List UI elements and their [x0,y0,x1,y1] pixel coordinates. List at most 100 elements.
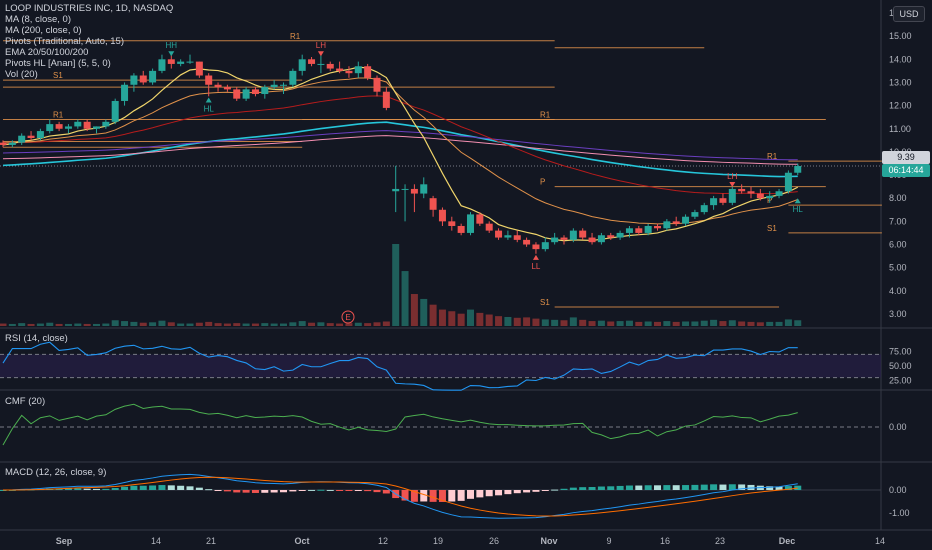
price-tick-label: 5.00 [889,263,907,273]
macd-line [2,473,798,519]
macd-histogram-bar [467,490,474,499]
volume-bar [607,321,615,326]
price-tick-label: 8.00 [889,193,907,203]
macd-histogram-bar [270,490,278,493]
candle-body [448,221,456,226]
rsi-tick-label: 75.00 [889,347,912,357]
candle-body [242,89,250,99]
candle-body [766,195,774,199]
last-price-tag: 9.39 [882,151,930,164]
macd-histogram-bar [317,489,325,491]
macd-label[interactable]: MACD (12, 26, close, 9) [5,467,107,478]
time-tick-label: 21 [206,536,216,546]
macd-histogram-bar [158,485,166,490]
volume-bar [336,323,344,326]
time-tick-label: 26 [489,536,499,546]
macd-tick-label: -1.00 [889,508,910,518]
volume-bar [420,298,428,326]
candle-body [495,230,503,238]
macd-histogram-bar [747,484,755,490]
candle-body [74,121,82,127]
candle-body [747,191,755,194]
macd-histogram-bar [560,488,568,490]
volume-bar [448,311,456,326]
pivot-hl-label: LH [727,172,737,181]
volume-bar [354,322,362,326]
pivot-hl-triangle [729,181,736,187]
macd-histogram-bar [682,485,690,490]
time-tick-label: Nov [540,536,557,546]
macd-histogram-bar [663,485,671,490]
volume-bar [560,320,568,326]
volume-bar [747,321,755,326]
volume-bar [663,321,671,326]
rsi-label[interactable]: RSI (14, close) [5,333,68,344]
candle-body [345,70,353,74]
candle-body [195,61,203,76]
candle-body [289,70,297,85]
candle-body [326,63,334,69]
earnings-marker [341,310,355,324]
candle-body [457,225,465,233]
macd-histogram-bar [485,490,493,497]
candle-body [270,84,278,88]
candle-body [588,237,596,243]
candle-body [83,121,91,129]
macd-histogram-bar [654,485,661,490]
currency-button[interactable]: USD [893,6,925,22]
macd-histogram-bar [186,486,194,490]
volume-bar [719,321,727,326]
macd-histogram-bar [551,489,559,491]
volume-bar [569,317,577,326]
volume-bar [317,322,325,326]
candle-body [420,184,428,194]
rsi-band [0,354,881,378]
candle-body [784,172,792,192]
macd-histogram-bar [280,490,287,493]
macd-histogram-bar [149,485,157,490]
macd-histogram-bar [410,490,418,502]
macd-histogram-bar [139,485,147,490]
candle-body [8,142,16,145]
volume-bar [485,314,493,326]
volume-bar [158,320,166,326]
macd-histogram-bar [223,490,231,492]
macd-histogram-bar [336,490,344,491]
volume-bar [597,320,605,326]
macd-histogram-bar [111,487,119,490]
volume-bar [74,323,82,326]
candle-body [672,221,680,224]
volume-bar [233,323,241,326]
candle-body [401,188,409,190]
candle-body [64,126,72,129]
earnings-marker-label: E [345,313,350,322]
candle-body [18,135,26,143]
candle-body [756,193,764,199]
candle-body [373,77,381,92]
volume-bar [8,323,16,326]
candle-body [532,244,540,250]
candle-body [551,237,559,243]
macd-histogram-bar [298,490,306,491]
macd-histogram-bar [401,490,409,501]
macd-histogram-bar [672,485,680,490]
candle-body [700,205,708,213]
macd-histogram-bar [597,486,605,490]
volume-bar [504,316,512,326]
candle-body [775,191,783,196]
volume-bar [588,321,596,326]
macd-histogram-bar [0,490,7,491]
volume-bar [467,309,474,326]
volume-bar [691,321,699,326]
macd-histogram-bar [513,490,521,494]
volume-bar [766,321,774,326]
volume-bar [476,312,484,326]
pivot-hl-triangle [205,97,212,103]
macd-histogram-bar [345,490,353,491]
macd-histogram-bar [167,485,175,490]
macd-histogram-bar [569,487,577,490]
cmf-label[interactable]: CMF (20) [5,396,46,407]
volume-bar [261,323,269,326]
candle-body [139,75,147,83]
